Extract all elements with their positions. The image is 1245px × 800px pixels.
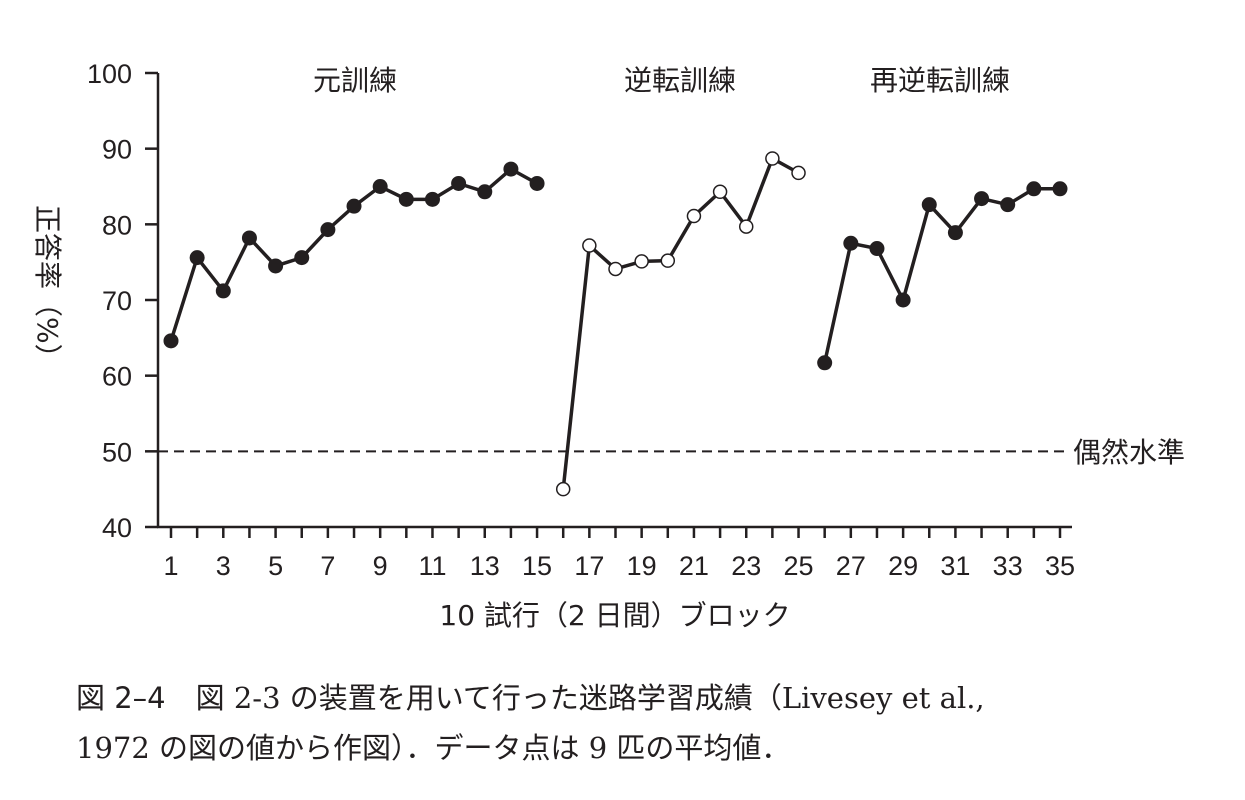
phase-label-original: 元訓練	[313, 64, 397, 97]
x-tick-label: 21	[679, 551, 709, 581]
data-marks	[163, 151, 1068, 497]
y-tick-label: 80	[102, 210, 132, 240]
data-point	[765, 151, 780, 166]
data-point	[817, 355, 833, 371]
x-tick-label: 31	[940, 551, 970, 581]
data-point	[582, 238, 597, 253]
data-point	[895, 292, 911, 308]
x-tick-label: 5	[268, 551, 283, 581]
data-point	[320, 222, 336, 238]
x-tick-label: 19	[627, 551, 657, 581]
x-tick-label: 7	[320, 551, 335, 581]
data-point	[974, 191, 990, 207]
x-tick-label: 23	[731, 551, 761, 581]
data-point	[921, 197, 937, 213]
data-point	[1000, 197, 1016, 213]
data-point	[189, 250, 205, 266]
figure-number: 図 2–4	[76, 681, 166, 715]
data-point	[215, 283, 231, 299]
x-tick-label: 3	[216, 551, 231, 581]
data-point	[372, 179, 388, 194]
data-point	[424, 191, 440, 207]
data-point	[791, 165, 806, 181]
data-point	[163, 333, 179, 349]
data-point	[398, 191, 414, 207]
caption-line-2: 1972 の図の値から作図）．データ点は 9 匹の平均値．	[76, 731, 791, 765]
series-line-2	[561, 156, 800, 490]
data-point	[1052, 181, 1068, 197]
data-point	[947, 225, 963, 241]
phase-label-re-reversal: 再逆転訓練	[870, 64, 1010, 97]
x-tick-label: 17	[574, 551, 604, 581]
x-tick-label: 1	[163, 551, 178, 581]
data-point	[660, 253, 676, 268]
x-tick-label: 9	[373, 551, 388, 581]
caption-line-1: 図 2–4 図 2-3 の装置を用いて行った迷路学習成績（Livesey et a…	[76, 675, 985, 717]
y-tick-label: 50	[102, 437, 132, 467]
x-tick-label: 33	[993, 551, 1023, 581]
data-point	[869, 241, 885, 257]
caption-text-1: 図 2-3 の装置を用いて行った迷路学習成績（Livesey et al.,	[195, 681, 985, 715]
data-point	[451, 175, 467, 191]
data-point	[634, 254, 649, 269]
data-point	[1026, 181, 1042, 197]
phase-label-reversal: 逆転訓練	[624, 64, 736, 97]
y-tick-label: 90	[102, 135, 132, 165]
y-tick-label: 70	[102, 286, 132, 316]
y-tick-label: 60	[102, 362, 132, 392]
data-point	[712, 184, 728, 200]
x-tick-label: 13	[470, 551, 500, 581]
chance-level-label: 偶然水準	[1073, 436, 1185, 469]
x-tick-label: 29	[888, 551, 918, 581]
data-point	[686, 208, 702, 224]
x-tick-label: 35	[1045, 551, 1075, 581]
data-point	[503, 161, 519, 177]
series-line-3	[822, 187, 1060, 364]
y-tick-label: 40	[102, 513, 132, 543]
data-point	[241, 230, 257, 246]
data-point	[608, 261, 623, 277]
y-axis-label: 正答率（%）	[31, 205, 64, 372]
x-tick-label: 11	[418, 551, 446, 581]
x-tick-label: 27	[836, 551, 866, 581]
x-tick-label: 25	[784, 551, 814, 581]
data-point	[529, 175, 545, 191]
data-point	[843, 235, 859, 251]
data-point	[294, 250, 310, 266]
data-point	[477, 184, 493, 200]
data-point	[346, 198, 362, 214]
x-axis-label: 10 試行（2 日間）ブロック	[439, 599, 790, 632]
y-tick-label: 100	[87, 59, 132, 89]
data-point	[738, 219, 754, 234]
data-point	[268, 258, 284, 274]
x-tick-label: 15	[522, 551, 552, 581]
data-point	[555, 481, 571, 497]
